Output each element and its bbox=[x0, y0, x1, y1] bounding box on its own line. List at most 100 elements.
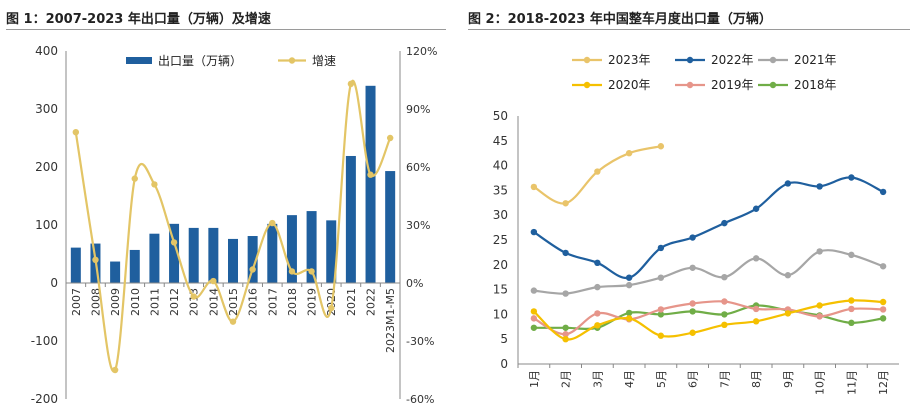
y-tick-label: 20 bbox=[493, 258, 508, 272]
series-point bbox=[657, 244, 665, 252]
series-point bbox=[848, 251, 855, 259]
export-bar bbox=[306, 211, 317, 283]
series-point bbox=[530, 315, 538, 322]
growth-point bbox=[269, 219, 276, 227]
series-point bbox=[625, 309, 633, 317]
series-point bbox=[594, 283, 601, 291]
series-point bbox=[530, 308, 538, 315]
series-point bbox=[689, 234, 696, 241]
series-point bbox=[657, 306, 665, 313]
y-tick-label: 40 bbox=[493, 159, 508, 173]
series-point bbox=[562, 331, 569, 338]
series-point bbox=[752, 255, 760, 262]
figure2-chart: 0 5 10 15 20 25 30 35 40 45 50 1月 2月 3月 4月 5月 6月 7月 8月 9月 10… bbox=[493, 53, 899, 395]
legend-label: 2023年 bbox=[608, 53, 651, 67]
legend-marker bbox=[769, 81, 777, 89]
series-point bbox=[562, 200, 569, 207]
y-tick-label: 5 bbox=[500, 332, 508, 346]
legend-marker bbox=[583, 81, 591, 89]
series-point bbox=[689, 300, 696, 307]
series-point bbox=[562, 336, 569, 343]
legend-marker bbox=[583, 56, 591, 64]
x-tick-label: 2009 bbox=[109, 288, 122, 316]
growth-point bbox=[386, 134, 394, 142]
right-tick-label: -30% bbox=[406, 335, 434, 348]
growth-point bbox=[229, 318, 237, 325]
series-point bbox=[752, 205, 760, 212]
series-point bbox=[848, 174, 855, 181]
x-tick-label: 7月 bbox=[718, 370, 731, 388]
x-tick-label: 2016 bbox=[247, 288, 260, 316]
x-tick-label: 2021 bbox=[345, 288, 358, 316]
legend-marker bbox=[686, 81, 694, 89]
x-tick-label: 2007 bbox=[70, 288, 83, 316]
export-bar bbox=[188, 227, 199, 283]
growth-point bbox=[92, 256, 99, 263]
legend-marker bbox=[769, 56, 777, 64]
export-bar bbox=[208, 227, 219, 283]
legend-label: 2022年 bbox=[711, 53, 754, 67]
export-bar bbox=[70, 247, 81, 283]
export-bar bbox=[247, 236, 258, 283]
x-tick-label: 3月 bbox=[591, 370, 604, 388]
series-point bbox=[721, 298, 728, 305]
series-point bbox=[657, 274, 665, 281]
x-tick-label: 8月 bbox=[750, 370, 763, 388]
series-point bbox=[784, 180, 792, 187]
x-tick-label: 1月 bbox=[528, 370, 541, 388]
series-point bbox=[752, 305, 760, 313]
right-tick-label: 120% bbox=[406, 45, 437, 58]
series-point bbox=[530, 228, 538, 236]
figure1-chart: -200 -100 0 100 200 300 400 -60% -30% 0% 30% 60% 90%… bbox=[31, 44, 438, 406]
x-tick-label: 2015 bbox=[227, 288, 240, 316]
series-point bbox=[816, 248, 823, 255]
export-bar bbox=[129, 249, 140, 283]
series-point bbox=[530, 183, 538, 191]
series-point bbox=[721, 274, 728, 281]
series-point bbox=[625, 150, 633, 157]
y-tick-label: 15 bbox=[493, 283, 508, 297]
left-tick-label: -200 bbox=[31, 392, 58, 406]
growth-point bbox=[170, 239, 178, 246]
left-tick-label: -100 bbox=[31, 334, 58, 348]
series-point bbox=[784, 310, 792, 317]
x-tick-label: 12月 bbox=[877, 370, 890, 395]
x-tick-label: 2019 bbox=[306, 288, 319, 316]
legend-label: 2020年 bbox=[608, 78, 651, 92]
growth-point bbox=[111, 366, 119, 374]
legend-bar-label: 出口量（万辆） bbox=[158, 54, 242, 68]
export-bar bbox=[385, 171, 396, 283]
series-point bbox=[530, 324, 538, 331]
series-point bbox=[594, 259, 601, 267]
legend-line-marker bbox=[288, 57, 296, 64]
left-tick-label: 0 bbox=[50, 276, 58, 290]
right-tick-label: 60% bbox=[406, 161, 430, 174]
series-point bbox=[848, 305, 855, 313]
growth-point bbox=[249, 266, 256, 273]
figure1-title-rule bbox=[6, 29, 446, 30]
series-point bbox=[816, 313, 823, 320]
growth-point bbox=[151, 181, 158, 188]
series-line bbox=[533, 249, 884, 295]
series-point bbox=[848, 297, 855, 304]
series-point bbox=[879, 263, 887, 270]
export-bar bbox=[286, 215, 297, 283]
x-tick-label: 2013 bbox=[188, 288, 201, 316]
left-tick-label: 300 bbox=[35, 102, 58, 116]
growth-point bbox=[367, 171, 374, 178]
export-bar bbox=[326, 220, 337, 283]
x-tick-label: 2月 bbox=[560, 370, 573, 388]
series-point bbox=[689, 264, 696, 271]
series-point bbox=[721, 219, 728, 227]
series-point bbox=[879, 315, 887, 322]
series-point bbox=[816, 302, 823, 309]
x-tick-label: 2012 bbox=[168, 288, 181, 316]
y-tick-label: 25 bbox=[493, 233, 508, 247]
x-tick-label: 10月 bbox=[814, 370, 827, 395]
x-tick-label: 2018 bbox=[286, 288, 299, 316]
series-point bbox=[657, 311, 665, 318]
right-tick-label: -60% bbox=[406, 393, 434, 406]
series-point bbox=[562, 290, 569, 297]
x-tick-label: 5月 bbox=[655, 370, 668, 388]
x-tick-label: 6月 bbox=[687, 370, 700, 388]
